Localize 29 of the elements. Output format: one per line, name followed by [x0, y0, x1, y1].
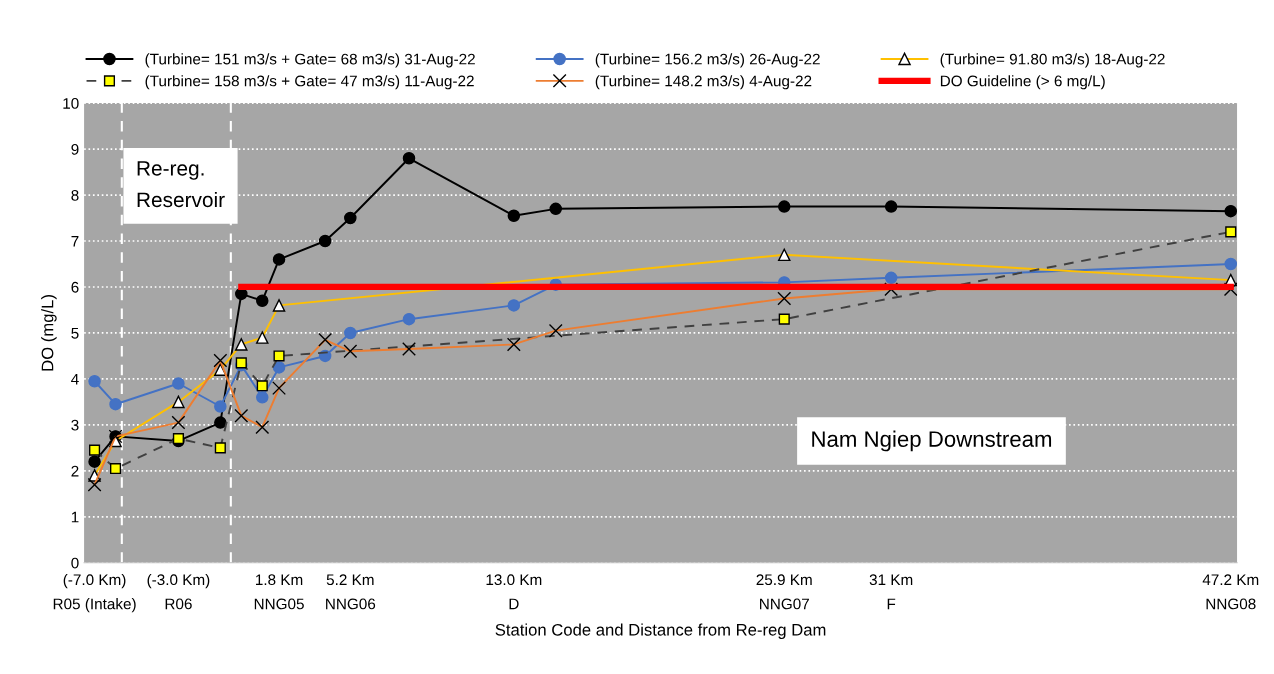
legend-label: (Turbine= 91.80 m3/s) 18-Aug-22: [940, 53, 1165, 68]
y-tick-label: 8: [71, 189, 79, 201]
x-tick-label: 1.8 Km NNG05: [254, 574, 304, 610]
x-tick-label: (-7.0 Km) R05 (Intake): [53, 573, 136, 613]
legend-label: (Turbine= 158 m3/s + Gate= 47 m3/s) 11-Aug-22: [145, 75, 474, 90]
x-tick-label: 31 Km F: [869, 574, 913, 610]
x-tick-label: 47.2 Km NNG08: [1202, 574, 1259, 610]
y-tick-label: 2: [71, 465, 79, 477]
x-tick-label: 13.0 Km D: [486, 574, 542, 610]
legend-label: (Turbine= 156.2 m3/s) 26-Aug-22: [595, 53, 820, 68]
y-tick-label: 6: [71, 281, 79, 293]
y-axis-title: DO (mg/L): [41, 295, 57, 371]
x-axis-title: Station Code and Distance from Re-reg Dam: [495, 623, 826, 639]
y-tick-label: 7: [71, 236, 79, 247]
legend-label: (Turbine= 148.2 m3/s) 4-Aug-22: [595, 75, 812, 90]
annotation: Re-reg. Reservoir: [137, 161, 225, 208]
annotation: Nam Ngiep Downstream: [812, 430, 1052, 452]
x-tick-label: (-3.0 Km) R06: [147, 573, 210, 610]
y-tick-label: 0: [71, 557, 79, 569]
y-tick-label: 9: [71, 143, 79, 155]
y-tick-label: 4: [71, 373, 79, 385]
y-tick-label: 1: [71, 511, 79, 523]
y-tick-label: 3: [71, 419, 79, 431]
legend-label: DO Guideline (> 6 mg/L): [940, 75, 1105, 90]
legend-label: (Turbine= 151 m3/s + Gate= 68 m3/s) 31-Aug-22: [145, 53, 475, 68]
x-tick-label: 5.2 Km NNG06: [326, 574, 376, 610]
y-tick-label: 10: [63, 97, 79, 109]
x-tick-label: 25.9 Km NNG07: [756, 574, 812, 610]
y-tick-label: 5: [71, 327, 79, 339]
